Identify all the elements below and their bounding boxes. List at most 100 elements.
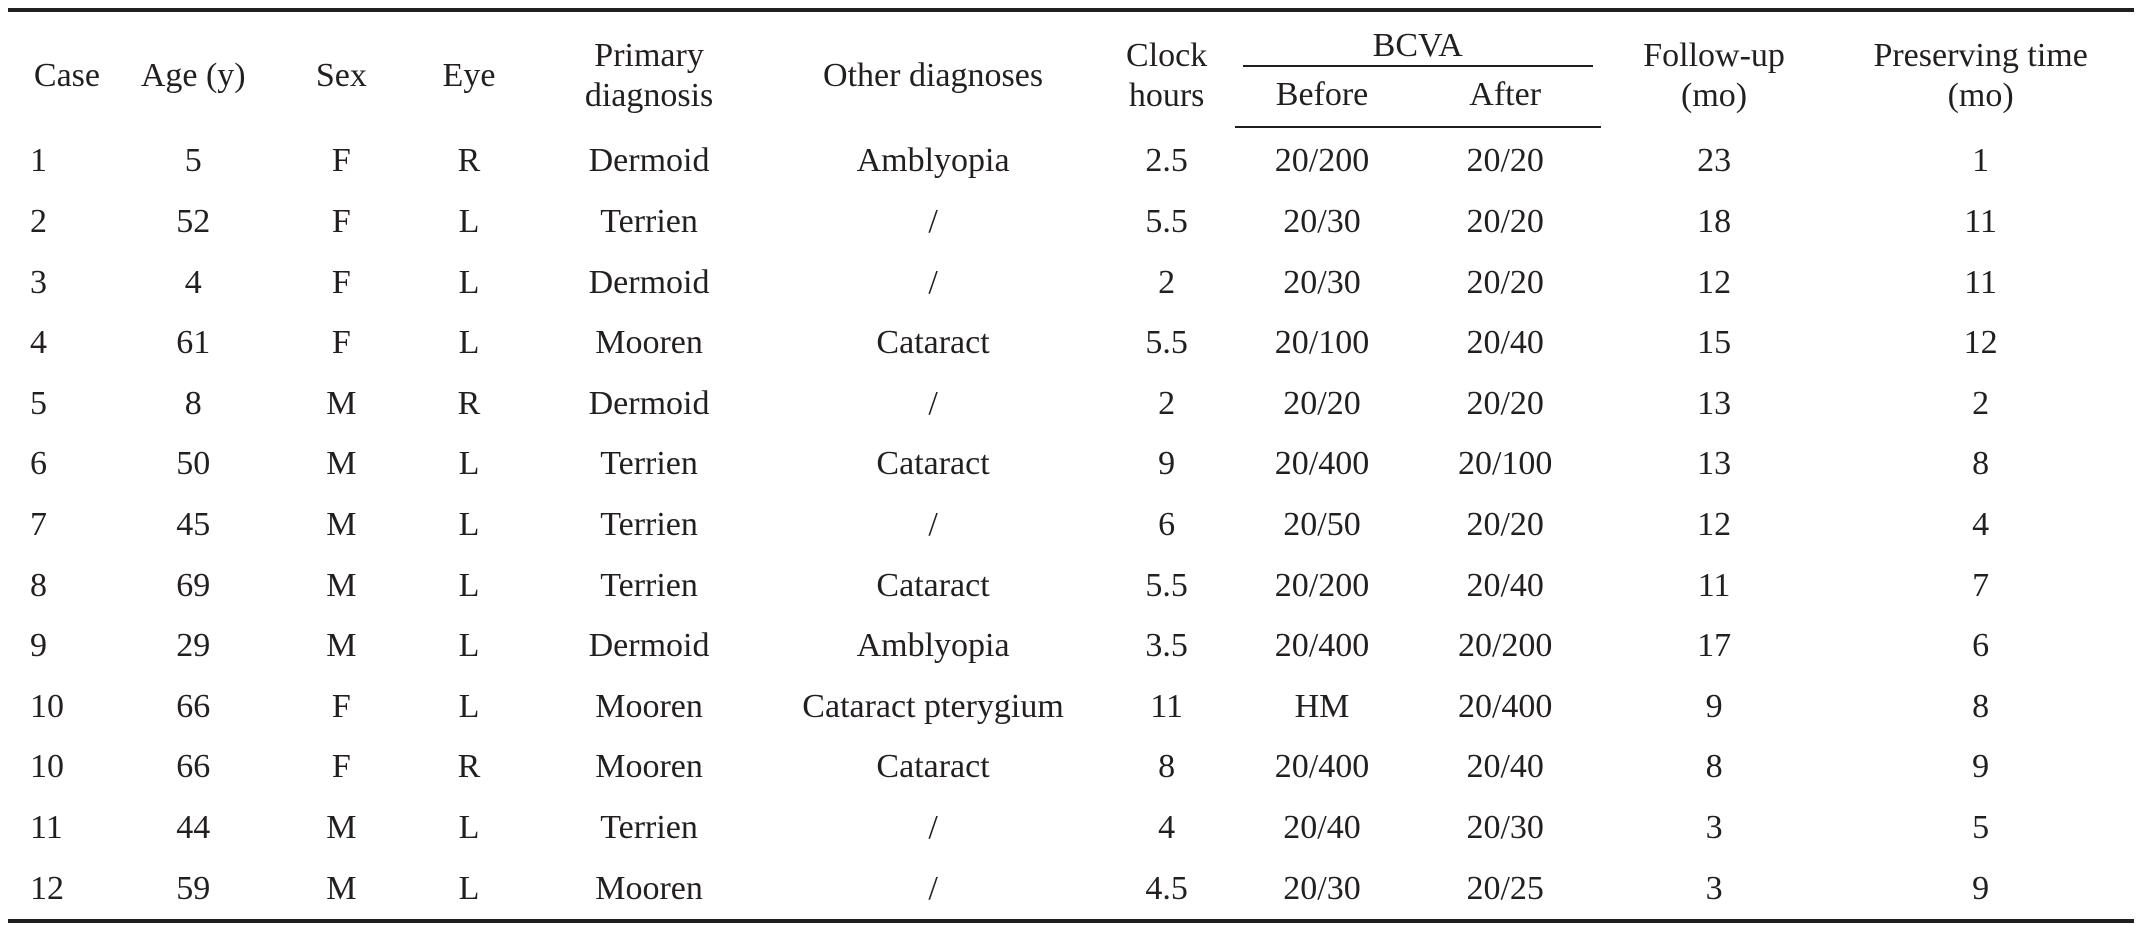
- cell-other-diagnoses: /: [928, 263, 938, 301]
- bcva-underline: [1242, 64, 1593, 67]
- cell-other-diagnoses: Cataract: [876, 324, 990, 362]
- cell-case: 5: [30, 384, 47, 422]
- cell-bcva-before: 20/30: [1283, 203, 1361, 241]
- cell-bcva-after: 20/200: [1457, 627, 1553, 665]
- cell-clock-hours: 3.5: [1145, 627, 1188, 665]
- cell-other-diagnoses: Cataract pterygium: [802, 687, 1064, 725]
- cell-other-diagnoses: Cataract: [876, 748, 990, 786]
- cell-other-diagnoses: /: [928, 506, 938, 544]
- cell-other-diagnoses: /: [928, 809, 938, 847]
- clinical-data-table: Case Age (y) Sex Eye Primary diagnosis Ot…: [8, 8, 2134, 924]
- cell-sex: F: [331, 263, 351, 301]
- cell-eye: R: [457, 141, 481, 179]
- cell-primary-diagnosis: Dermoid: [588, 627, 710, 665]
- cell-age: 61: [176, 324, 211, 362]
- cell-sex: F: [331, 687, 351, 725]
- cell-primary-diagnosis: Dermoid: [588, 384, 710, 422]
- cell-bcva-after: 20/20: [1466, 263, 1544, 301]
- cell-case: 11: [30, 809, 63, 847]
- table-row: 6 50 M L Terrien Cataract 9 20/400 20/100 13 8: [8, 435, 2134, 496]
- cell-eye: L: [458, 263, 480, 301]
- cell-case: 8: [30, 566, 47, 604]
- cell-age: 50: [176, 445, 211, 483]
- cell-eye: L: [458, 809, 480, 847]
- cell-bcva-after: 20/40: [1466, 748, 1544, 786]
- cell-sex: F: [331, 203, 351, 241]
- cell-age: 45: [176, 506, 211, 544]
- cell-eye: L: [458, 566, 480, 604]
- cell-primary-diagnosis: Dermoid: [588, 263, 710, 301]
- cell-follow-up: 13: [1697, 384, 1732, 422]
- header-case: Case: [8, 8, 111, 127]
- table-row: 8 69 M L Terrien Cataract 5.5 20/200 20/40 11 7: [8, 556, 2134, 617]
- cell-sex: F: [331, 748, 351, 786]
- cell-eye: L: [458, 324, 480, 362]
- cell-primary-diagnosis: Terrien: [600, 566, 698, 604]
- cell-bcva-before: HM: [1294, 687, 1350, 725]
- cell-clock-hours: 4: [1158, 809, 1176, 847]
- cell-other-diagnoses: /: [928, 384, 938, 422]
- cell-primary-diagnosis: Mooren: [595, 687, 703, 725]
- cell-eye: L: [458, 445, 480, 483]
- cell-clock-hours: 11: [1150, 687, 1184, 725]
- cell-case: 9: [30, 627, 47, 665]
- cell-bcva-before: 20/50: [1283, 506, 1361, 544]
- cell-bcva-before: 20/400: [1274, 748, 1370, 786]
- cell-age: 44: [176, 809, 211, 847]
- cell-bcva-before: 20/200: [1274, 142, 1370, 180]
- cell-preserving-time: 8: [1972, 687, 1990, 725]
- cell-clock-hours: 4.5: [1098, 858, 1235, 924]
- cell-bcva-after: 20/20: [1466, 203, 1544, 241]
- table-row: 10 66 F L Mooren Cataract pterygium 11 HM 20/400…: [8, 677, 2134, 738]
- cell-bcva-after: 20/40: [1466, 566, 1544, 604]
- table-row: 9 29 M L Dermoid Amblyopia 3.5 20/400 20/200 17 6: [8, 616, 2134, 677]
- cell-case: 2: [30, 203, 47, 241]
- cell-preserving-time: 12: [1963, 324, 1998, 362]
- table-row: 7 45 M L Terrien / 6 20/50 20/20 12 4: [8, 495, 2134, 556]
- cell-bcva-before: 20/40: [1283, 809, 1361, 847]
- cell-bcva-before: 20/30: [1283, 263, 1361, 301]
- cell-preserving-time: 6: [1972, 627, 1990, 665]
- cell-preserving-time: 9: [1972, 748, 1990, 786]
- cell-preserving-time: 2: [1972, 384, 1990, 422]
- cell-follow-up: 9: [1705, 687, 1723, 725]
- cell-primary-diagnosis: Terrien: [600, 809, 698, 847]
- header-clock-hours: Clock hours: [1098, 8, 1235, 127]
- cell-sex: M: [326, 627, 357, 665]
- cell-primary-diagnosis: Terrien: [600, 506, 698, 544]
- cell-bcva-after: 20/40: [1466, 324, 1544, 362]
- cell-case: 3: [30, 263, 47, 301]
- cell-bcva-after: 20/30: [1466, 809, 1544, 847]
- header-primary-diagnosis: Primary diagnosis: [530, 8, 768, 127]
- cell-case: 4: [30, 324, 47, 362]
- cell-preserving-time: 4: [1972, 506, 1990, 544]
- cell-follow-up: 11: [1697, 566, 1731, 604]
- cell-primary-diagnosis: Dermoid: [588, 141, 710, 179]
- cell-bcva-before: 20/100: [1274, 324, 1370, 362]
- cell-age: 59: [110, 858, 276, 924]
- cell-eye: L: [458, 506, 480, 544]
- cell-sex: F: [331, 141, 351, 179]
- table-body: 1 5 F R Dermoid Amblyopia 2.5 20/200 20/20 23 1 2 52…: [8, 127, 2134, 924]
- cell-primary-diagnosis: Terrien: [600, 203, 698, 241]
- cell-other-diagnoses: Cataract: [876, 566, 990, 604]
- cell-bcva-after: 20/20: [1466, 142, 1544, 180]
- cell-preserving-time: 9: [1827, 858, 2134, 924]
- cell-sex: M: [275, 858, 408, 924]
- cell-age: 5: [184, 141, 202, 179]
- cell-clock-hours: 9: [1158, 445, 1176, 483]
- cell-primary-diagnosis: Mooren: [530, 858, 768, 924]
- cell-case: 6: [30, 445, 47, 483]
- cell-sex: M: [326, 445, 357, 483]
- cell-bcva-after: 20/20: [1466, 506, 1544, 544]
- cell-clock-hours: 2: [1158, 263, 1176, 301]
- cell-follow-up: 17: [1697, 627, 1732, 665]
- cell-preserving-time: 5: [1972, 809, 1990, 847]
- cell-clock-hours: 5.5: [1145, 203, 1188, 241]
- table-row: 10 66 F R Mooren Cataract 8 20/400 20/40 8 9: [8, 738, 2134, 799]
- cell-eye: R: [457, 748, 481, 786]
- cell-clock-hours: 6: [1158, 506, 1176, 544]
- cell-other-diagnoses: Amblyopia: [856, 141, 1010, 179]
- table-row: 12 59 M L Mooren/4.5 20/30 20/25 3 9: [8, 858, 2134, 924]
- cell-age: 69: [176, 566, 211, 604]
